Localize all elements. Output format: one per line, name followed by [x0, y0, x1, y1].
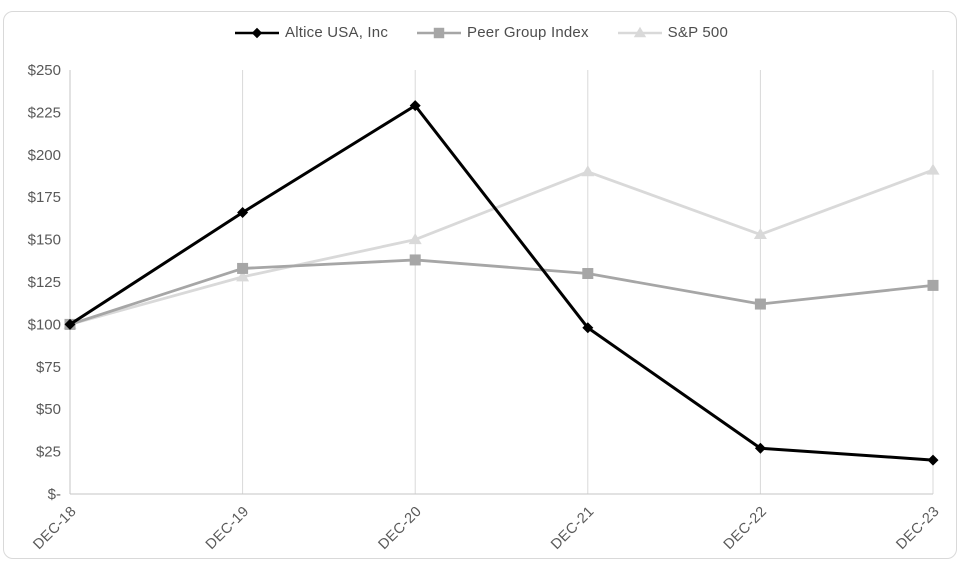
y-axis-tick-label: $250	[28, 62, 61, 79]
y-axis-tick-label: $75	[36, 359, 61, 376]
square-marker	[433, 27, 445, 38]
x-axis-category-label: DEC-20	[376, 504, 425, 553]
legend-diamond-key-icon	[235, 27, 279, 38]
triangle-marker	[633, 26, 646, 37]
square-marker	[582, 268, 594, 280]
series-line	[68, 104, 935, 462]
y-axis-tick-label: $125	[28, 274, 61, 291]
legend-label: Altice USA, Inc	[285, 24, 389, 41]
diamond-marker	[409, 100, 421, 112]
legend-square-key-icon	[417, 27, 462, 38]
diamond-marker	[927, 454, 939, 466]
y-axis-tick-label: $25	[36, 444, 61, 461]
square-marker	[409, 254, 421, 266]
legend-item-peer-group-index: Peer Group Index	[416, 24, 589, 41]
y-axis-tick-label: $-	[48, 486, 61, 503]
triangle-marker	[753, 228, 767, 240]
square-marker	[237, 262, 249, 274]
series-line	[68, 258, 935, 326]
x-axis-category-label: DEC-19	[203, 504, 252, 553]
square-marker	[927, 279, 939, 291]
diamond-marker	[237, 206, 249, 218]
y-axis-tick-label: $100	[28, 316, 61, 333]
y-axis-tick-label: $225	[28, 104, 61, 121]
diamond-marker	[582, 322, 594, 334]
x-axis-category-label: DEC-18	[30, 504, 79, 553]
triangle-marker	[408, 233, 422, 245]
square-marker	[754, 298, 766, 310]
y-axis-tick-label: $150	[28, 232, 61, 249]
y-axis-tick-label: $175	[28, 189, 61, 206]
legend-label: Peer Group Index	[467, 24, 589, 41]
series-peer-group-index	[64, 254, 939, 330]
x-axis-category-label: DEC-22	[721, 504, 770, 553]
triangle-marker	[926, 163, 940, 175]
chart-legend: Altice USA, Inc Peer Group Index S&P 500	[3, 24, 959, 41]
triangle-marker	[581, 165, 595, 177]
triangle-marker	[236, 270, 250, 282]
x-axis-category-label: DEC-21	[548, 504, 597, 553]
legend-label: S&P 500	[667, 24, 728, 41]
x-axis-category-label: DEC-23	[893, 504, 942, 553]
y-axis-tick-label: $50	[36, 401, 61, 418]
series-s-p-500	[63, 163, 940, 329]
y-axis-tick-label: $200	[28, 147, 61, 164]
legend-item-s-p-500: S&P 500	[617, 24, 728, 41]
legend-triangle-key-icon	[617, 26, 662, 37]
series-altice-usa-inc	[64, 100, 939, 466]
legend-item-altice-usa-inc: Altice USA, Inc	[234, 24, 388, 41]
diamond-marker	[251, 27, 263, 38]
series-line	[68, 168, 935, 326]
diamond-marker	[64, 318, 76, 330]
diamond-marker	[754, 442, 766, 454]
chart-frame	[3, 11, 957, 559]
